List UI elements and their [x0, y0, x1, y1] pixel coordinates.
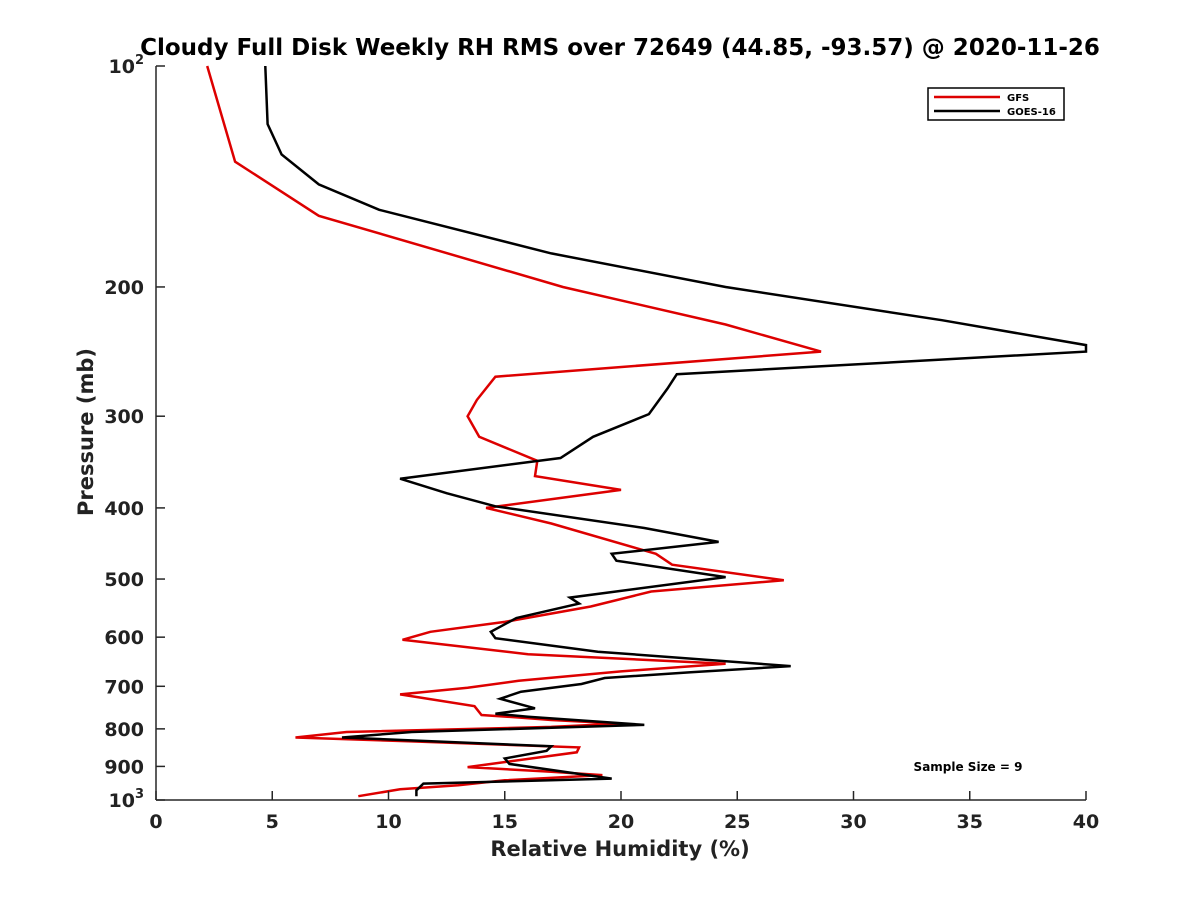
x-tick-label: 0 [149, 811, 162, 833]
x-tick-label: 40 [1073, 811, 1099, 833]
y-tick-label: 900 [104, 756, 144, 778]
y-tick-label: 103 [109, 787, 145, 812]
x-tick-label: 15 [492, 811, 518, 833]
x-tick-label: 30 [840, 811, 866, 833]
plot-area [156, 66, 1086, 800]
x-tick-label: 10 [375, 811, 401, 833]
series-layer [205, 65, 1088, 798]
plot-background [156, 66, 1086, 800]
axes-layer: 0 5 10 15 20 25 30 35 40 102 200 300 400 500 600 700 800… [104, 53, 1099, 833]
x-tick-label: 20 [608, 811, 634, 833]
series-line-gfs [205, 65, 822, 798]
legend: GFS GOES-16 [927, 87, 1065, 121]
x-tick-label: 5 [266, 811, 279, 833]
x-axis-label: Relative Humidity (%) [490, 837, 749, 861]
y-tick-label: 102 [109, 53, 145, 78]
y-axis-label: Pressure (mb) [74, 348, 98, 516]
y-tick-label: 800 [104, 719, 144, 741]
y-tick-label: 400 [104, 498, 144, 520]
y-tick-label: 300 [104, 406, 144, 428]
legend-box [927, 87, 1065, 121]
sample-size-annotation: Sample Size = 9 [914, 760, 1023, 774]
y-tick-label: 200 [104, 277, 144, 299]
x-tick-label: 25 [724, 811, 750, 833]
y-tick-label: 700 [104, 676, 144, 698]
legend-label-goes16: GOES-16 [1007, 107, 1056, 118]
y-tick-label: 500 [104, 569, 144, 591]
chart-title: Cloudy Full Disk Weekly RH RMS over 7264… [140, 35, 1100, 61]
legend-label-gfs: GFS [1007, 93, 1029, 104]
y-tick-label: 600 [104, 627, 144, 649]
x-tick-label: 35 [957, 811, 983, 833]
series-line-goes16 [264, 65, 1088, 797]
